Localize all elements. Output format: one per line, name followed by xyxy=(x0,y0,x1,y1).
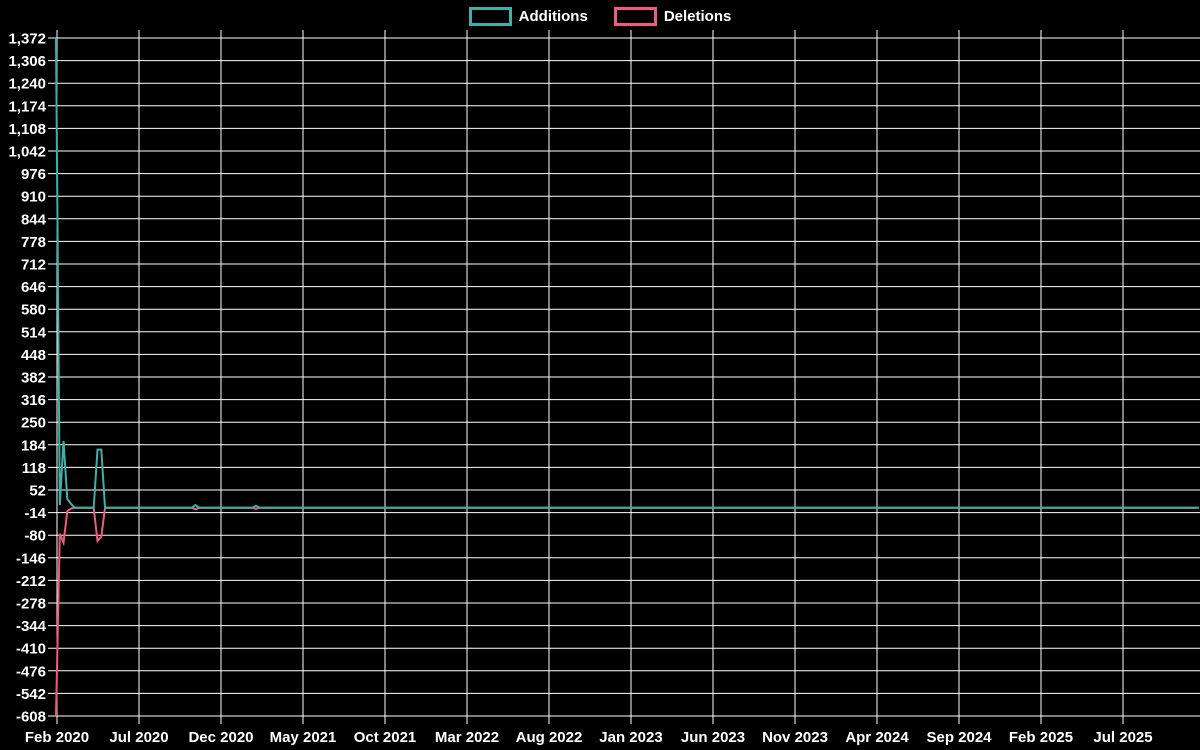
legend-label-additions: Additions xyxy=(518,8,588,25)
horizontal-gridlines xyxy=(48,37,1200,717)
y-axis-label: 1,108 xyxy=(8,121,46,138)
deletions-swatch xyxy=(613,7,657,26)
y-axis-label: 448 xyxy=(21,347,46,364)
legend: Additions Deletions xyxy=(0,7,1200,26)
y-axis-label: 1,372 xyxy=(8,31,46,48)
y-axis-label: -608 xyxy=(16,709,46,726)
y-axis-label: 712 xyxy=(21,257,46,274)
y-axis-label: -278 xyxy=(16,596,46,613)
x-axis-label: Oct 2021 xyxy=(354,729,417,746)
x-axis-label: Jun 2023 xyxy=(681,729,745,746)
y-axis-label: 316 xyxy=(21,392,46,409)
x-axis-label: Feb 2025 xyxy=(1009,729,1073,746)
x-axis-label: Feb 2020 xyxy=(25,729,89,746)
y-axis-label: 382 xyxy=(21,370,46,387)
y-axis-label: -344 xyxy=(16,618,47,635)
y-axis-label: -542 xyxy=(16,686,46,703)
y-axis-label: 1,042 xyxy=(8,144,46,161)
y-axis-label: 250 xyxy=(21,415,46,432)
y-axis-label: 778 xyxy=(21,234,46,251)
y-axis-label: -476 xyxy=(16,663,46,680)
y-axis-label: 976 xyxy=(21,166,46,183)
series-line-deletions xyxy=(55,506,1199,717)
y-axis-label: -14 xyxy=(24,505,46,522)
y-axis-label: 184 xyxy=(21,437,47,454)
x-axis-label: Jul 2025 xyxy=(1093,729,1152,746)
y-axis-label: 1,174 xyxy=(8,98,46,115)
y-axis-label: -146 xyxy=(16,550,46,567)
y-axis-label: 1,306 xyxy=(8,53,46,70)
y-axis-label: 646 xyxy=(21,279,46,296)
y-axis-label: 118 xyxy=(22,460,46,477)
x-axis-label: Apr 2024 xyxy=(845,729,909,746)
series-line-additions xyxy=(55,37,1199,509)
x-axis-label: Jan 2023 xyxy=(599,729,662,746)
x-axis-label: Dec 2020 xyxy=(188,729,253,746)
legend-label-deletions: Deletions xyxy=(663,8,732,25)
y-axis-label: 52 xyxy=(29,483,46,500)
x-axis-labels: Feb 2020 Jul 2020 Dec 2020 May 2021 Oct 2021… xyxy=(25,729,1153,746)
x-axis-label: Nov 2023 xyxy=(762,729,828,746)
x-axis-label: Sep 2024 xyxy=(926,729,992,746)
y-axis-label: -80 xyxy=(24,528,46,545)
y-axis-label: -212 xyxy=(16,573,46,590)
y-axis-label: 844 xyxy=(21,211,47,228)
x-axis-label: Jul 2020 xyxy=(109,729,168,746)
x-axis-label: Aug 2022 xyxy=(516,729,583,746)
y-axis-label: 1,240 xyxy=(8,76,46,93)
y-axis-label: 580 xyxy=(21,302,46,319)
y-axis-label: 910 xyxy=(21,189,46,206)
x-axis-label: Mar 2022 xyxy=(435,729,499,746)
additions-swatch xyxy=(468,7,512,26)
y-axis-label: -410 xyxy=(16,641,46,658)
y-axis-label: 514 xyxy=(21,324,47,341)
y-axis-labels: 1,372 1,306 1,240 1,174 1,108 1,042 976 910 844 7… xyxy=(8,31,46,726)
x-axis-label: May 2021 xyxy=(270,729,337,746)
legend-item-deletions[interactable]: Deletions xyxy=(613,7,732,26)
legend-item-additions[interactable]: Additions xyxy=(468,7,588,26)
